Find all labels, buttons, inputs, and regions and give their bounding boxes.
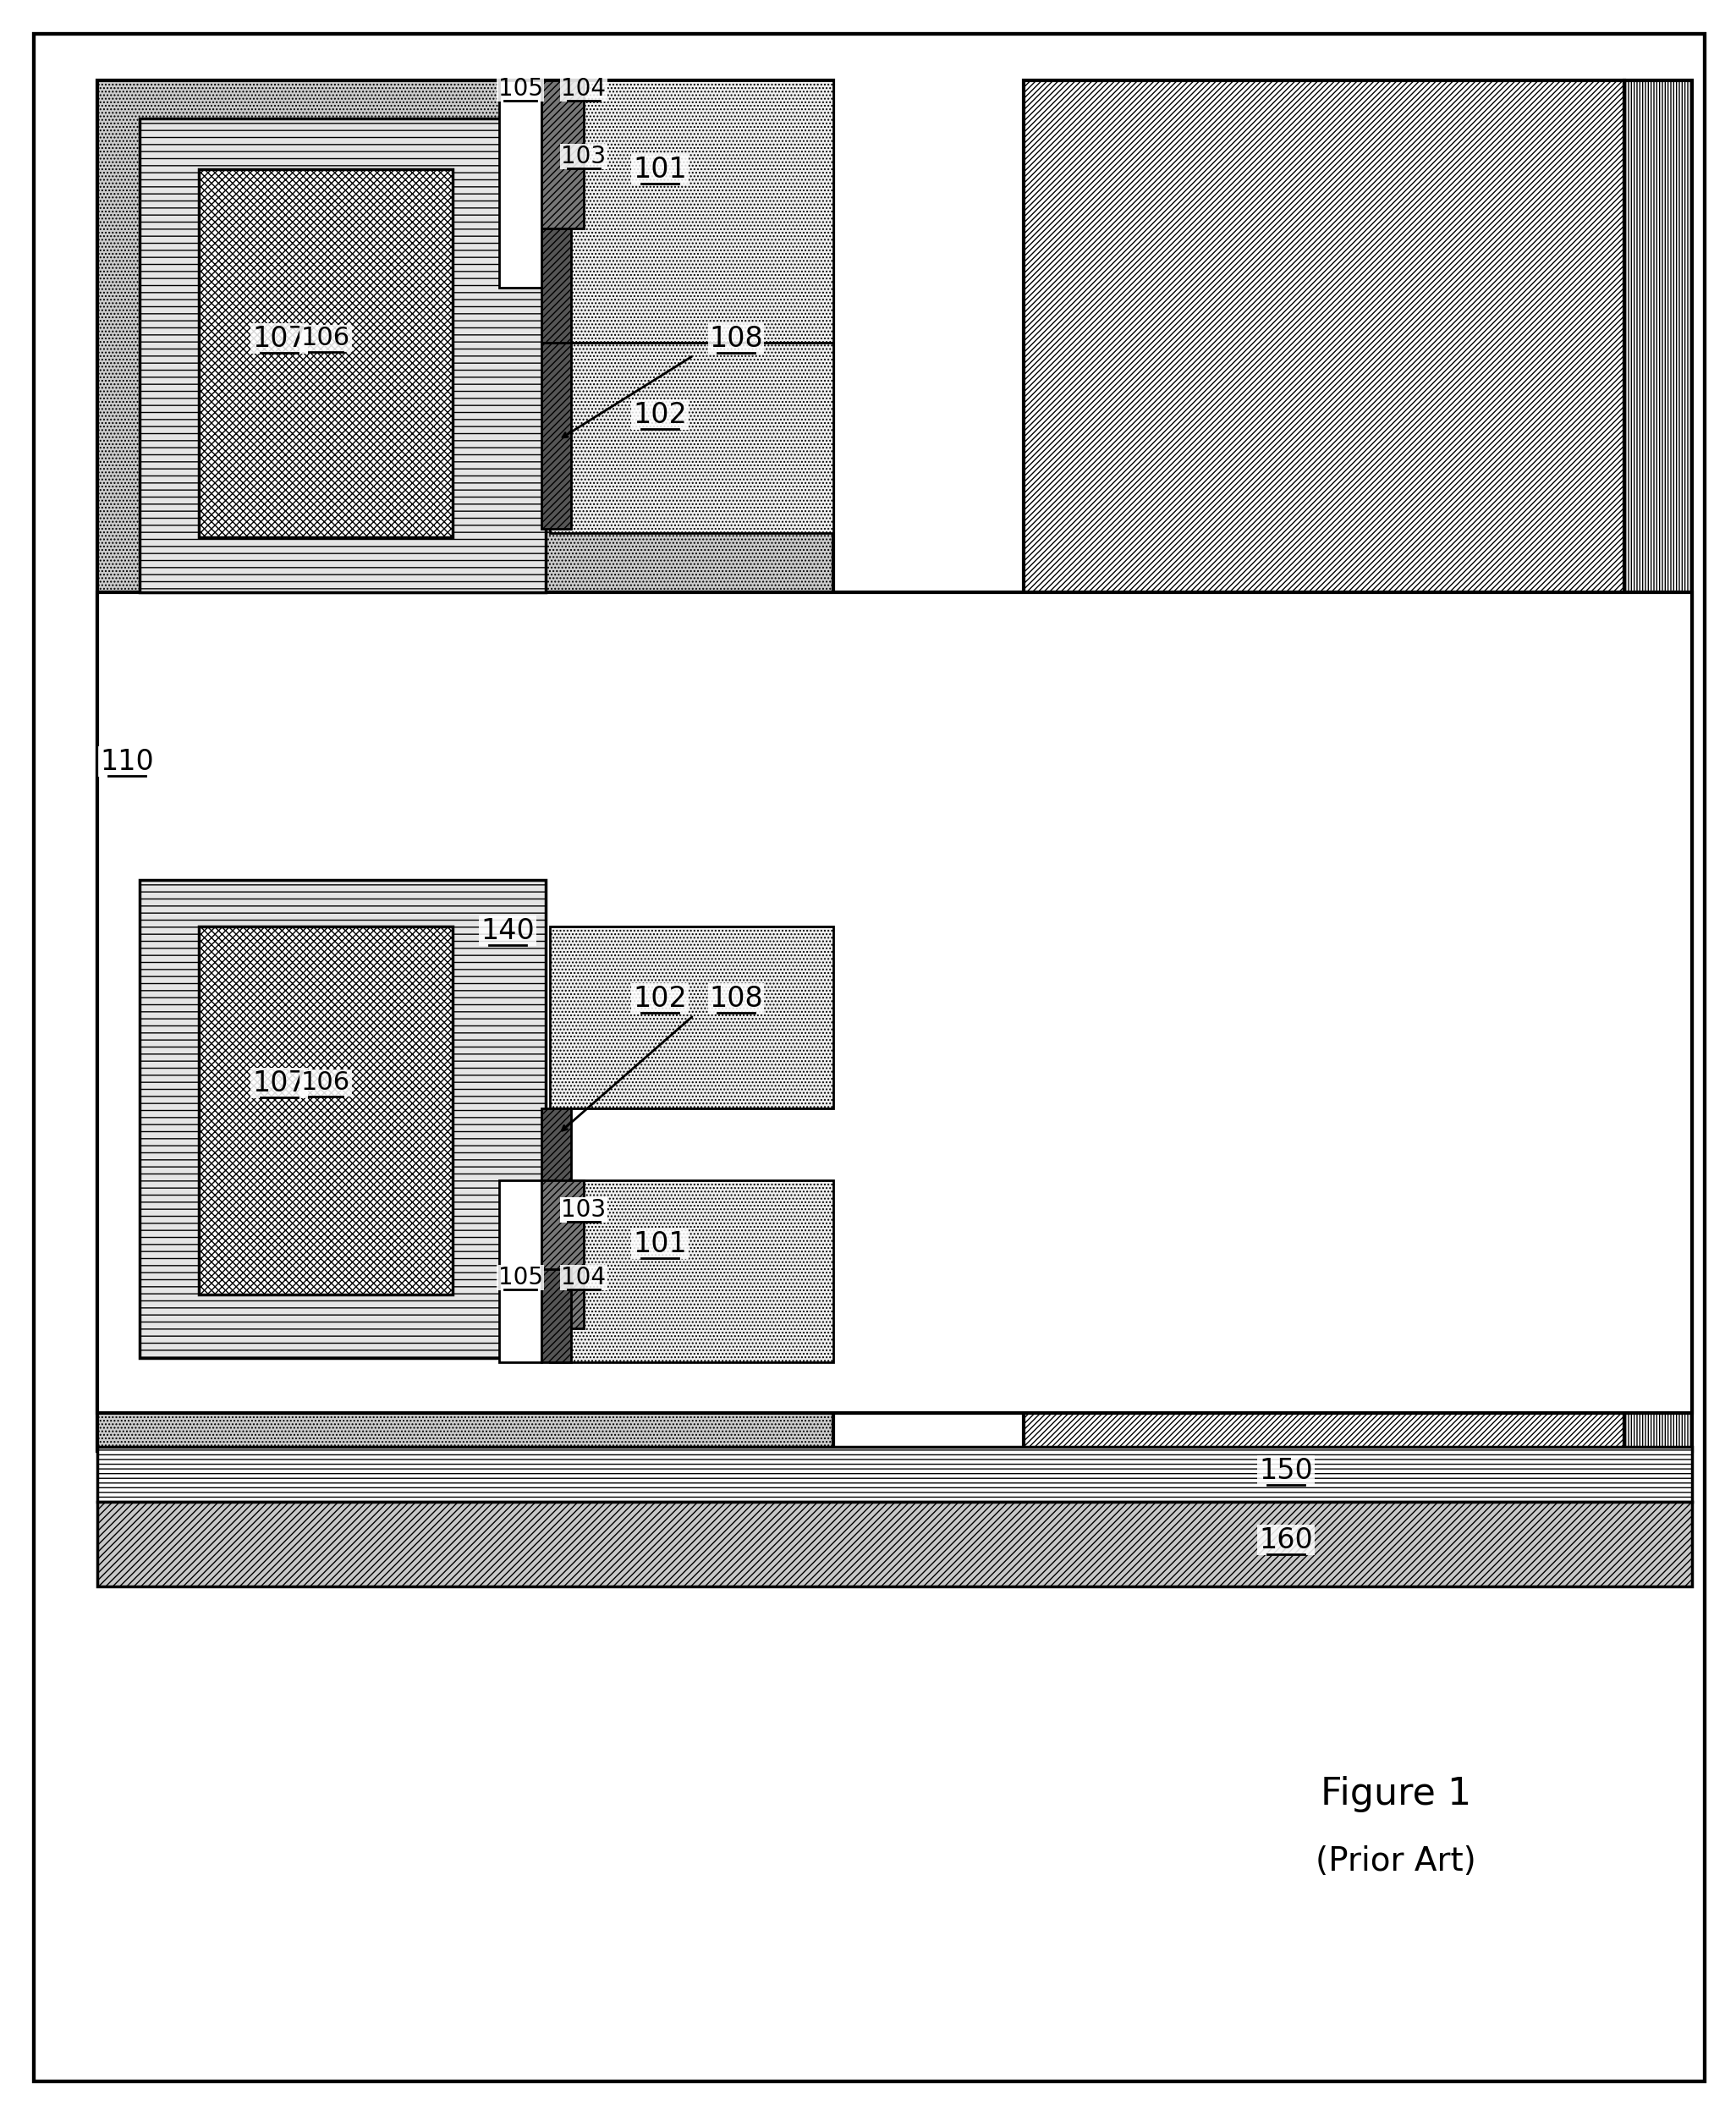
Text: 105: 105 <box>498 1265 543 1290</box>
Text: 160: 160 <box>1259 1526 1312 1553</box>
Text: 103: 103 <box>561 1199 606 1222</box>
Bar <box>139 881 545 1358</box>
Bar <box>542 1269 571 1362</box>
Bar <box>550 81 833 342</box>
Bar <box>97 1502 1693 1587</box>
Bar <box>550 342 833 533</box>
Bar <box>500 1180 542 1362</box>
Bar <box>550 1180 833 1362</box>
Bar <box>1625 81 1693 1451</box>
Bar <box>542 342 571 528</box>
Text: 107: 107 <box>252 325 306 352</box>
Bar <box>550 927 833 1108</box>
Bar <box>542 1180 583 1328</box>
Text: 108: 108 <box>708 985 762 1012</box>
Text: 103: 103 <box>561 1199 606 1222</box>
Bar <box>542 81 583 229</box>
Text: Figure 1: Figure 1 <box>1321 1776 1472 1812</box>
Text: 106: 106 <box>300 327 351 350</box>
Bar <box>1024 81 1625 1451</box>
Text: 107: 107 <box>252 1069 306 1097</box>
Text: 102: 102 <box>634 401 687 429</box>
Text: 110: 110 <box>101 747 155 775</box>
Text: 101: 101 <box>634 1231 687 1258</box>
Bar <box>500 81 542 289</box>
Text: 104: 104 <box>561 1265 606 1290</box>
Bar <box>97 81 833 1451</box>
Text: (Prior Art): (Prior Art) <box>1316 1846 1476 1878</box>
Bar <box>200 170 453 537</box>
Bar <box>97 1447 1693 1502</box>
Bar <box>542 229 571 342</box>
Text: 102: 102 <box>634 985 687 1012</box>
Text: 150: 150 <box>1259 1456 1312 1485</box>
Text: 140: 140 <box>481 917 535 944</box>
Text: 108: 108 <box>708 325 762 352</box>
Text: 106: 106 <box>300 1072 351 1095</box>
Bar <box>542 1108 571 1294</box>
Text: 101: 101 <box>634 155 687 182</box>
Bar <box>97 592 1693 1413</box>
Text: 104: 104 <box>561 76 606 100</box>
Text: 105: 105 <box>498 76 543 100</box>
Bar <box>200 927 453 1294</box>
Text: 103: 103 <box>561 144 606 168</box>
Bar <box>139 119 545 592</box>
